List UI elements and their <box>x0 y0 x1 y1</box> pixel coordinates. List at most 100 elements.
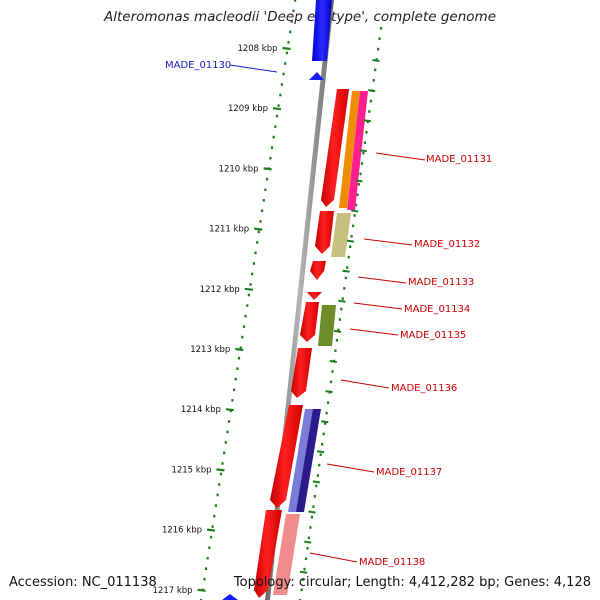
ring-dot <box>256 241 259 244</box>
kbp-label: 1217 kbp <box>153 586 193 596</box>
ring-dot <box>251 272 254 276</box>
ring-dot <box>357 183 361 186</box>
minor-tick <box>372 59 380 62</box>
gene-label-made-01131: MADE_01131 <box>426 154 492 165</box>
feature-olive-1135 <box>318 305 336 346</box>
gene-label-made-01137: MADE_01137 <box>376 467 442 478</box>
ring-dot <box>218 483 221 486</box>
ring-dot <box>272 135 275 139</box>
kbp-tick <box>263 167 272 171</box>
minor-tick <box>355 179 363 183</box>
ring-dot <box>359 172 362 176</box>
ring-dot <box>282 72 285 76</box>
feature-pink-1138 <box>273 514 300 595</box>
ring-dot <box>241 335 244 339</box>
gene-label-made-01132: MADE_01132 <box>414 239 480 250</box>
ring-dot <box>294 0 297 2</box>
ring-dot <box>262 199 265 202</box>
ring-dot <box>335 339 338 342</box>
minor-tick <box>338 299 346 303</box>
cds-1131 <box>321 89 349 207</box>
feature-navy-1137 <box>296 409 321 512</box>
kbp-tick <box>225 408 235 412</box>
minor-tick <box>304 540 312 544</box>
ring-dot <box>223 451 226 455</box>
ring-dot <box>246 304 249 307</box>
minor-tick <box>308 510 316 514</box>
ring-dot <box>264 188 267 192</box>
ring-dot <box>309 526 312 529</box>
ring-dot <box>214 504 217 507</box>
cds-1135 <box>300 302 319 342</box>
ring-dot <box>249 283 252 286</box>
gene-label-made-01133: MADE_01133 <box>408 277 474 288</box>
ring-dot <box>277 104 280 107</box>
leader-made-01133 <box>357 276 407 284</box>
ring-dot <box>247 293 250 297</box>
ring-dot <box>344 276 347 280</box>
ring-dot <box>279 93 282 97</box>
ring-dot <box>204 567 208 570</box>
ring-dot <box>319 453 322 456</box>
kbp-tick <box>235 347 244 352</box>
reverse-gene-arrow <box>309 72 324 80</box>
ring-dot <box>349 245 352 248</box>
minor-tick <box>351 209 359 213</box>
reverse-gene-arrow-bottom <box>222 594 238 600</box>
ring-dot <box>353 214 356 217</box>
gene-label-made-01138: MADE_01138 <box>359 557 425 568</box>
ring-dot <box>343 287 346 290</box>
ring-dot <box>292 9 295 13</box>
ring-dot <box>239 346 242 349</box>
kbp-tick <box>254 227 263 231</box>
ring-dot <box>368 110 371 113</box>
ring-dot <box>334 349 337 352</box>
ring-dot <box>350 235 353 238</box>
gene-label-made-01134: MADE_01134 <box>404 304 470 315</box>
ring-dot <box>224 441 227 444</box>
ring-dot <box>266 177 269 181</box>
kbp-label: 1208 kbp <box>237 44 277 54</box>
kbp-label: 1216 kbp <box>162 526 202 536</box>
ring-dot <box>324 422 327 425</box>
ring-dot <box>340 307 343 311</box>
ring-dot <box>257 230 260 234</box>
cds-1133 <box>310 261 326 280</box>
ring-dot <box>356 193 359 196</box>
kbp-label: 1209 kbp <box>228 104 268 114</box>
feature-khaki-1132 <box>331 213 351 257</box>
cds-1136 <box>291 348 312 398</box>
minor-tick <box>321 420 329 424</box>
ring-dot <box>316 474 319 477</box>
kbp-tick <box>244 287 253 291</box>
ring-dot <box>327 401 330 404</box>
ring-dot <box>219 472 222 476</box>
leader-made-01130 <box>229 64 278 73</box>
ring-dot <box>221 462 224 465</box>
gene-label-made-01136: MADE_01136 <box>391 383 457 394</box>
ring-dot <box>216 493 219 497</box>
ring-dot <box>331 370 334 373</box>
kbp-tick <box>282 46 291 51</box>
ring-dot <box>374 68 377 72</box>
leader-made-01136 <box>340 379 390 389</box>
ring-dot <box>377 47 380 51</box>
gene-label-made-01130: MADE_01130 <box>165 60 231 71</box>
ring-dot <box>226 430 229 434</box>
ring-dot <box>203 577 206 581</box>
kbp-tick <box>206 528 216 532</box>
leader-made-01131 <box>375 152 426 161</box>
ring-dot <box>352 224 355 228</box>
cds-1138 <box>254 510 282 598</box>
kbp-label: 1210 kbp <box>219 164 259 174</box>
ring-dot <box>259 220 262 223</box>
kbp-label: 1214 kbp <box>181 405 221 415</box>
minor-tick <box>299 570 308 574</box>
ring-dot <box>280 83 283 86</box>
kbp-label: 1211 kbp <box>209 225 249 235</box>
minor-tick <box>333 329 342 333</box>
ring-dot <box>378 37 381 40</box>
feature-orange-1131 <box>339 91 360 208</box>
